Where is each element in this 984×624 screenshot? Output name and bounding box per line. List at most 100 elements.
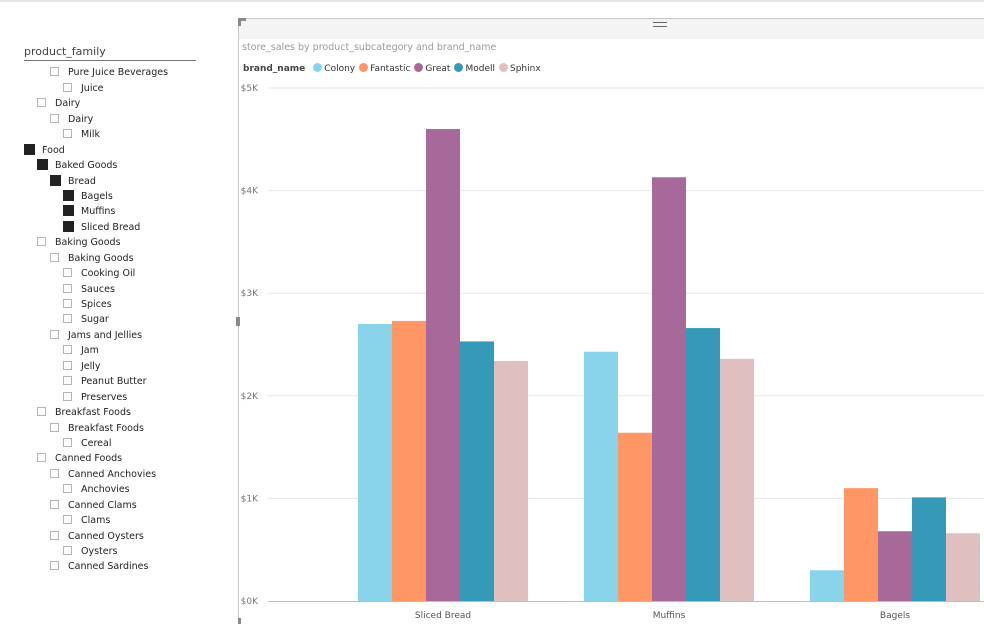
bar[interactable]: [878, 531, 912, 601]
slicer-item[interactable]: Canned Clams: [24, 498, 214, 513]
checkbox[interactable]: [37, 453, 46, 463]
slicer-item[interactable]: Food: [24, 143, 214, 158]
bar[interactable]: [494, 360, 528, 601]
legend-dot-icon: [414, 63, 424, 72]
checkbox[interactable]: [63, 484, 72, 494]
checkbox[interactable]: [50, 499, 59, 509]
slicer-item[interactable]: Cereal: [24, 436, 214, 451]
slicer-item[interactable]: Canned Oysters: [24, 529, 214, 544]
checkbox[interactable]: [37, 98, 46, 108]
slicer-item[interactable]: Muffins: [24, 204, 214, 219]
resize-handle-top-left-vertical[interactable]: [238, 18, 241, 26]
checkbox[interactable]: [63, 376, 72, 386]
bar[interactable]: [392, 320, 426, 601]
legend-item[interactable]: Fantastic: [359, 63, 410, 74]
checkbox[interactable]: [50, 329, 59, 339]
slicer-item[interactable]: Spices: [24, 297, 214, 312]
slicer-item[interactable]: Canned Sardines: [24, 559, 214, 572]
checkbox-checked[interactable]: [37, 159, 48, 171]
legend-item[interactable]: Colony: [313, 63, 355, 74]
bar[interactable]: [618, 432, 652, 601]
checkbox[interactable]: [63, 299, 72, 308]
checkbox-checked[interactable]: [63, 205, 74, 217]
slicer-item[interactable]: Baked Goods: [24, 158, 214, 173]
resize-handle-left[interactable]: [236, 317, 240, 326]
bar[interactable]: [810, 570, 844, 601]
checkbox-checked[interactable]: [63, 189, 74, 201]
checkbox[interactable]: [63, 345, 72, 355]
slicer-item[interactable]: Clams: [24, 513, 214, 528]
slicer-item[interactable]: Cooking Oil: [24, 266, 214, 281]
bar[interactable]: [686, 328, 720, 601]
checkbox[interactable]: [63, 391, 72, 401]
checkbox-checked[interactable]: [63, 220, 74, 232]
slicer-item[interactable]: Oysters: [24, 544, 214, 559]
checkbox[interactable]: [63, 515, 72, 525]
slicer-item[interactable]: Juice: [24, 81, 214, 96]
bar[interactable]: [358, 323, 392, 601]
slicer-item[interactable]: Breakfast Foods: [24, 421, 214, 436]
bar[interactable]: [844, 488, 878, 601]
drag-grip-icon[interactable]: [653, 22, 667, 31]
slicer-item[interactable]: Coffee: [24, 62, 214, 65]
slicer-item[interactable]: Sugar: [24, 312, 214, 327]
bar[interactable]: [912, 497, 946, 601]
checkbox-checked[interactable]: [24, 143, 35, 155]
chart-title: store_sales by product_subcategory and b…: [242, 42, 497, 53]
checkbox[interactable]: [63, 268, 72, 278]
x-tick-label: Bagels: [880, 611, 910, 621]
checkbox[interactable]: [37, 237, 46, 247]
slicer-tree[interactable]: CoffeePure Juice BeveragesJuiceDairyDair…: [24, 62, 214, 572]
slicer-item[interactable]: Preserves: [24, 390, 214, 405]
slicer-item[interactable]: Canned Foods: [24, 451, 214, 466]
slicer-item[interactable]: Bread: [24, 174, 214, 189]
slicer-item[interactable]: Peanut Butter: [24, 374, 214, 389]
checkbox[interactable]: [50, 422, 59, 432]
checkbox[interactable]: [50, 252, 59, 262]
bar[interactable]: [720, 358, 754, 601]
slicer-item[interactable]: Pure Juice Beverages: [24, 65, 214, 80]
slicer-item[interactable]: Jams and Jellies: [24, 328, 214, 343]
resize-handle-bottom-left[interactable]: [238, 618, 241, 624]
slicer-item[interactable]: Milk: [24, 127, 214, 142]
slicer-item[interactable]: Breakfast Foods: [24, 405, 214, 420]
checkbox[interactable]: [63, 82, 72, 92]
slicer-item[interactable]: Baking Goods: [24, 235, 214, 250]
checkbox[interactable]: [63, 360, 72, 370]
resize-handle-top-left[interactable]: [238, 18, 246, 21]
checkbox[interactable]: [37, 407, 46, 417]
legend-item[interactable]: Sphinx: [498, 63, 541, 74]
slicer-item[interactable]: Canned Anchovies: [24, 467, 214, 482]
checkbox[interactable]: [50, 468, 59, 478]
bar[interactable]: [584, 351, 618, 601]
bar[interactable]: [426, 129, 460, 601]
slicer-item[interactable]: Sauces: [24, 282, 214, 297]
legend-item[interactable]: Modell: [454, 63, 495, 74]
legend-item[interactable]: Great: [414, 63, 450, 74]
bar[interactable]: [460, 341, 494, 601]
slicer-item[interactable]: Dairy: [24, 112, 214, 127]
checkbox[interactable]: [63, 129, 72, 139]
checkbox-checked[interactable]: [50, 174, 61, 186]
slicer-item[interactable]: Jelly: [24, 359, 214, 374]
checkbox[interactable]: [50, 530, 59, 540]
checkbox[interactable]: [50, 113, 59, 123]
checkbox[interactable]: [63, 314, 72, 324]
checkbox[interactable]: [63, 546, 72, 555]
checkbox[interactable]: [63, 437, 72, 447]
x-tick-label: Sliced Bread: [415, 611, 471, 621]
slicer-item[interactable]: Baking Goods: [24, 251, 214, 266]
product-family-slicer[interactable]: product_family Coffee Pure Juice Beverage…: [24, 44, 214, 572]
checkbox[interactable]: [50, 561, 59, 571]
slicer-item[interactable]: Dairy: [24, 96, 214, 111]
bar[interactable]: [946, 533, 980, 601]
checkbox[interactable]: [63, 283, 72, 293]
slicer-item[interactable]: Sliced Bread: [24, 220, 214, 235]
slicer-item[interactable]: Jam: [24, 343, 214, 358]
slicer-item[interactable]: Anchovies: [24, 482, 214, 497]
slicer-item[interactable]: Bagels: [24, 189, 214, 204]
slicer-item-label: Canned Clams: [68, 499, 137, 511]
checkbox[interactable]: [50, 67, 59, 77]
slicer-item-label: Canned Oysters: [68, 530, 144, 542]
bar[interactable]: [652, 177, 686, 601]
